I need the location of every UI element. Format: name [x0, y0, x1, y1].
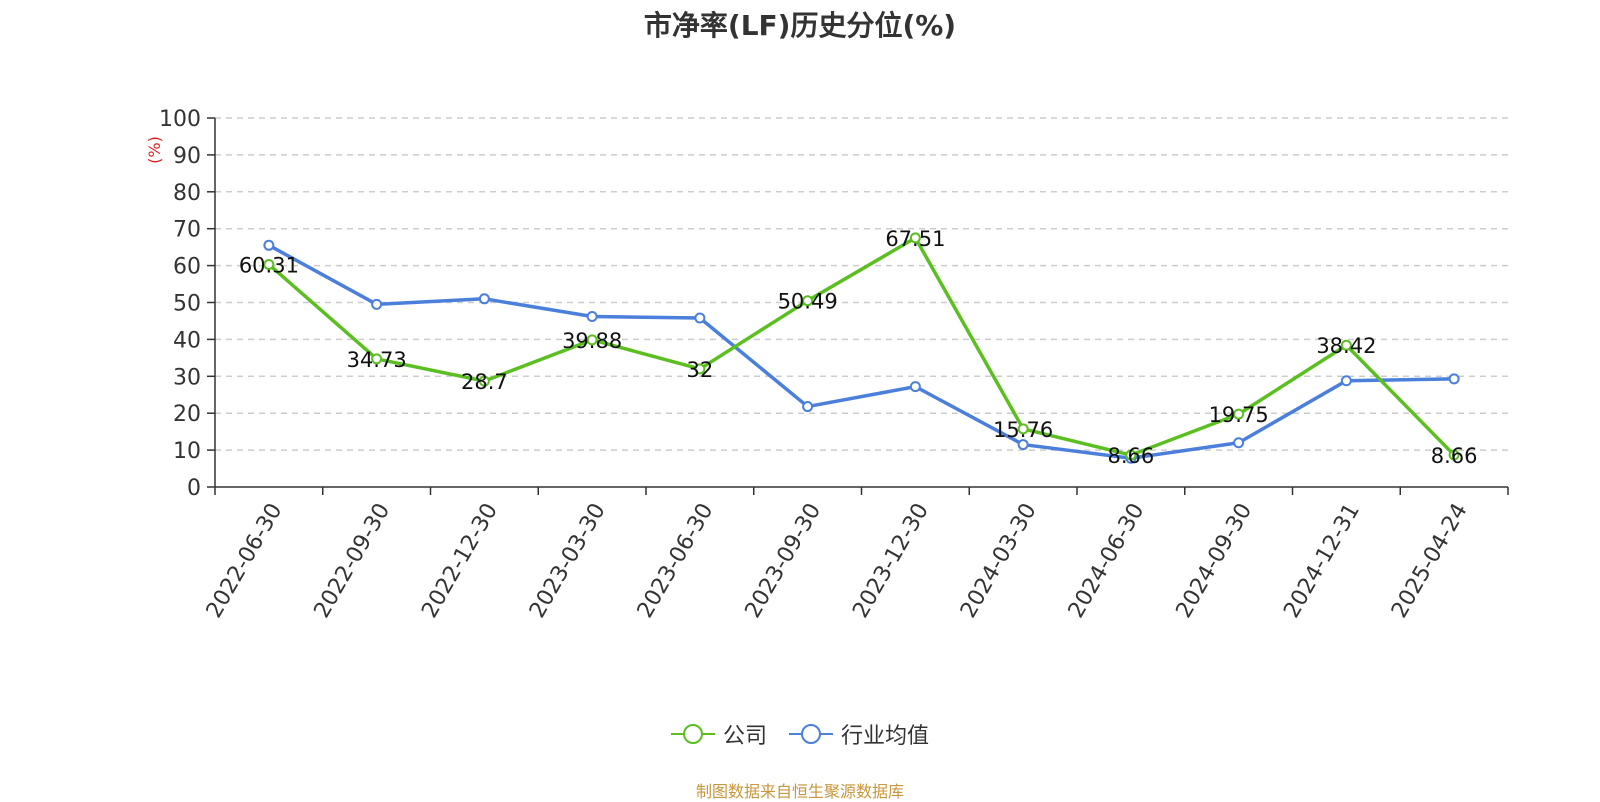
y-tick-label: 0 — [187, 476, 201, 501]
y-tick-label: 70 — [173, 218, 201, 243]
data-label: 38.42 — [1316, 334, 1376, 358]
data-point — [263, 239, 275, 251]
data-label: 60.31 — [239, 253, 299, 277]
data-point — [1017, 439, 1029, 451]
data-point — [1340, 339, 1352, 351]
data-label: 28.7 — [461, 370, 508, 394]
data-point — [1448, 373, 1460, 385]
x-tick-label: 2022-06-30 — [202, 499, 288, 622]
y-tick-label: 30 — [173, 365, 201, 390]
data-label: 32 — [687, 358, 714, 382]
x-tick-label: 2023-03-30 — [525, 499, 611, 622]
legend-item-industry[interactable]: 行业均值 — [789, 718, 929, 750]
series-line-0 — [267, 236, 1456, 457]
y-tick-label: 100 — [159, 107, 201, 132]
data-point — [371, 353, 383, 365]
x-tick-label: 2024-09-30 — [1172, 499, 1258, 622]
y-tick-label: 50 — [173, 292, 201, 317]
legend-item-company[interactable]: 公司 — [670, 718, 767, 750]
data-point — [1233, 408, 1245, 420]
x-tick-label: 2025-04-24 — [1387, 499, 1473, 622]
data-label: 39.88 — [562, 329, 622, 353]
legend-label-company: 公司 — [722, 724, 767, 749]
y-tick-label: 60 — [173, 255, 201, 280]
data-point — [371, 298, 383, 310]
data-label: 67.51 — [885, 227, 945, 251]
chart-title: 市净率(LF)历史分位(%) — [643, 9, 957, 42]
x-tick-label: 2023-06-30 — [633, 499, 719, 622]
data-point — [1017, 423, 1029, 435]
data-label: 15.76 — [993, 418, 1053, 442]
y-tick-label: 20 — [173, 402, 201, 427]
data-point — [478, 375, 490, 387]
data-point — [802, 401, 814, 413]
data-label: 34.73 — [347, 348, 407, 372]
x-tick-label: 2023-12-30 — [848, 499, 934, 622]
data-point — [1340, 375, 1352, 387]
data-point — [586, 311, 598, 323]
series-line-1 — [268, 243, 1455, 460]
data-label: 50.49 — [778, 290, 838, 314]
x-tick-label: 2024-12-31 — [1279, 499, 1365, 622]
legend: 公司 行业均值 — [0, 718, 1600, 750]
data-point — [1448, 449, 1460, 461]
data-label: 8.66 — [1107, 444, 1154, 468]
data-point — [909, 381, 921, 393]
series-lines — [263, 232, 1460, 464]
y-tick-label: 10 — [173, 439, 201, 464]
x-tick-label: 2023-09-30 — [741, 499, 827, 622]
data-labels: 60.31 34.73 28.7 39.88 32 50.49 67.51 15.76 8.66… — [239, 227, 1478, 468]
y-tick-label: 40 — [173, 328, 201, 353]
data-label: 8.66 — [1431, 444, 1478, 468]
y-axis-unit-label: (%) — [145, 136, 164, 164]
legend-label-industry: 行业均值 — [841, 724, 930, 749]
data-point — [478, 293, 490, 305]
data-point — [802, 295, 814, 307]
data-point — [263, 258, 275, 270]
data-point — [1233, 437, 1245, 449]
source-note: 制图数据来自恒生聚源数据库 — [695, 782, 904, 801]
data-point — [586, 334, 598, 346]
x-tick-label: 2022-09-30 — [310, 499, 396, 622]
x-tick-label: 2024-06-30 — [1064, 499, 1150, 622]
data-point — [694, 363, 706, 375]
data-point — [694, 312, 706, 324]
y-tick-label: 80 — [173, 181, 201, 206]
x-tick-label: 2022-12-30 — [417, 499, 503, 622]
x-tick-label: 2024-03-30 — [956, 499, 1042, 622]
data-point — [1125, 449, 1137, 461]
data-label: 19.75 — [1209, 403, 1269, 427]
data-point — [909, 232, 921, 244]
legend-industry-marker-icon — [789, 724, 833, 744]
y-tick-label: 90 — [173, 144, 201, 169]
legend-company-marker-icon — [670, 724, 715, 744]
